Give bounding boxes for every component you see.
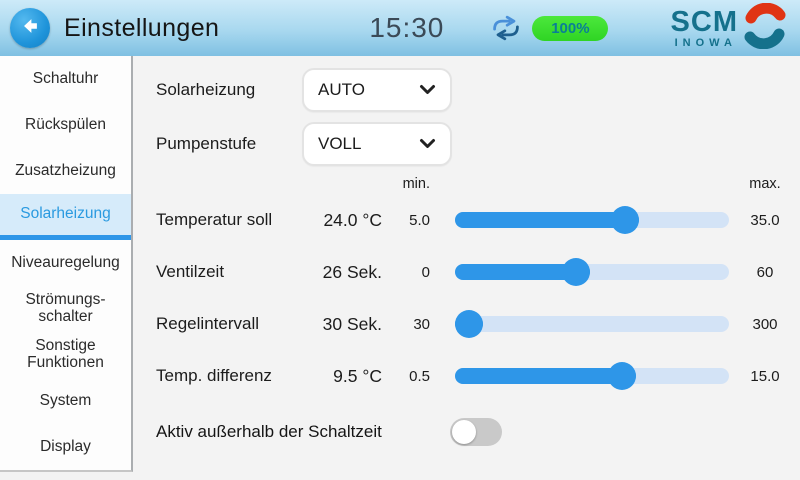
temp-differenz-row: Temp. differenz 9.5 °C 0.5 15.0 (156, 350, 800, 402)
pumpenstufe-label: Pumpenstufe (156, 134, 257, 153)
sidebar-item-zusatzheizung[interactable]: Zusatzheizung (15, 161, 116, 179)
sidebar-item-stroemungsschalter[interactable]: Strömungs- schalter (25, 291, 106, 325)
sidebar-item-display[interactable]: Display (40, 437, 91, 455)
sidebar-item-sonstige-funktionen[interactable]: Sonstige Funktionen (27, 337, 104, 371)
solarheizung-mode-row: Solarheizung AUTO (156, 68, 800, 112)
pumpenstufe-select[interactable]: VOLL (302, 122, 452, 166)
temp-differenz-max: 15.0 (750, 367, 780, 385)
temperatur-soll-label: Temperatur soll (156, 210, 273, 229)
schaltzeit-toggle-label: Aktiv außerhalb der Schaltzeit (156, 422, 382, 441)
slider-thumb[interactable] (455, 310, 483, 338)
toggle-knob (452, 420, 476, 444)
ventilzeit-value: 26 Sek. (322, 261, 382, 282)
regelintervall-min: 30 (413, 315, 430, 333)
slider-fill (455, 264, 590, 280)
page-title: Einstellungen (64, 13, 220, 42)
regelintervall-slider[interactable] (455, 310, 729, 338)
ventilzeit-row: Ventilzeit 26 Sek. 0 60 (156, 246, 800, 298)
slider-fill (455, 212, 639, 228)
temp-differenz-slider[interactable] (455, 362, 729, 390)
min-header-label: min. (402, 176, 430, 192)
sync-icon (490, 15, 522, 41)
sidebar-item-niveauregelung[interactable]: Niveauregelung (11, 253, 120, 271)
logo-scm-text: SCM (670, 5, 738, 38)
solarheizung-mode-label: Solarheizung (156, 80, 256, 99)
sidebar-item-system[interactable]: System (39, 391, 92, 409)
regelintervall-max: 300 (752, 315, 778, 333)
regelintervall-row: Regelintervall 30 Sek. 30 300 (156, 298, 800, 350)
pumpenstufe-value: VOLL (318, 134, 362, 153)
temp-differenz-label: Temp. differenz (156, 366, 272, 385)
solarheizung-mode-value: AUTO (318, 80, 365, 99)
temperatur-soll-value: 24.0 °C (323, 209, 382, 230)
settings-sidebar: Schaltuhr Rückspülen Zusatzheizung Solar… (0, 56, 133, 472)
temperatur-soll-slider[interactable] (455, 206, 729, 234)
battery-badge: 100% (532, 15, 609, 41)
temperatur-soll-min: 5.0 (409, 211, 430, 229)
slider-fill (455, 368, 636, 384)
slider-track[interactable] (455, 316, 729, 332)
back-arrow-icon (19, 15, 41, 42)
ventilzeit-slider[interactable] (455, 258, 729, 286)
clock-display: 15:30 (369, 12, 445, 43)
brand-logo: SCM INOWA (670, 2, 788, 54)
slider-thumb[interactable] (561, 258, 590, 286)
header-bar: Einstellungen 15:30 100% SCM INOWA (0, 0, 800, 56)
chevron-down-icon (419, 134, 436, 154)
back-button[interactable] (10, 8, 50, 48)
logo-inowa-text: INOWA (674, 36, 737, 49)
regelintervall-value: 30 Sek. (322, 313, 382, 334)
ventilzeit-label: Ventilzeit (156, 262, 225, 281)
battery-percent: 100% (551, 19, 590, 37)
temperatur-soll-max: 35.0 (750, 211, 780, 229)
temp-differenz-min: 0.5 (409, 367, 430, 385)
sidebar-item-schaltuhr[interactable]: Schaltuhr (32, 69, 99, 87)
slider-thumb[interactable] (610, 206, 639, 234)
ventilzeit-min: 0 (421, 263, 430, 281)
slider-thumb[interactable] (607, 362, 636, 390)
regelintervall-label: Regelintervall (156, 314, 259, 333)
pumpenstufe-row: Pumpenstufe VOLL (156, 122, 800, 166)
chevron-down-icon (419, 80, 436, 100)
sidebar-item-rueckspuelen[interactable]: Rückspülen (25, 115, 106, 133)
solarheizung-mode-select[interactable]: AUTO (302, 68, 452, 112)
logo-swirl-icon (742, 2, 788, 54)
max-header-label: max. (749, 176, 781, 192)
ventilzeit-max: 60 (756, 263, 774, 281)
solarheizung-panel: Solarheizung AUTO Pumpenstufe VOLL min. … (133, 56, 800, 480)
sidebar-item-solarheizung[interactable]: Solarheizung (0, 194, 131, 240)
schaltzeit-toggle-row: Aktiv außerhalb der Schaltzeit (156, 410, 800, 454)
temperatur-soll-row: Temperatur soll 24.0 °C 5.0 35.0 (156, 194, 800, 246)
schaltzeit-toggle[interactable] (450, 418, 502, 446)
minmax-header-row: min. max. (156, 176, 800, 194)
temp-differenz-value: 9.5 °C (333, 365, 382, 386)
